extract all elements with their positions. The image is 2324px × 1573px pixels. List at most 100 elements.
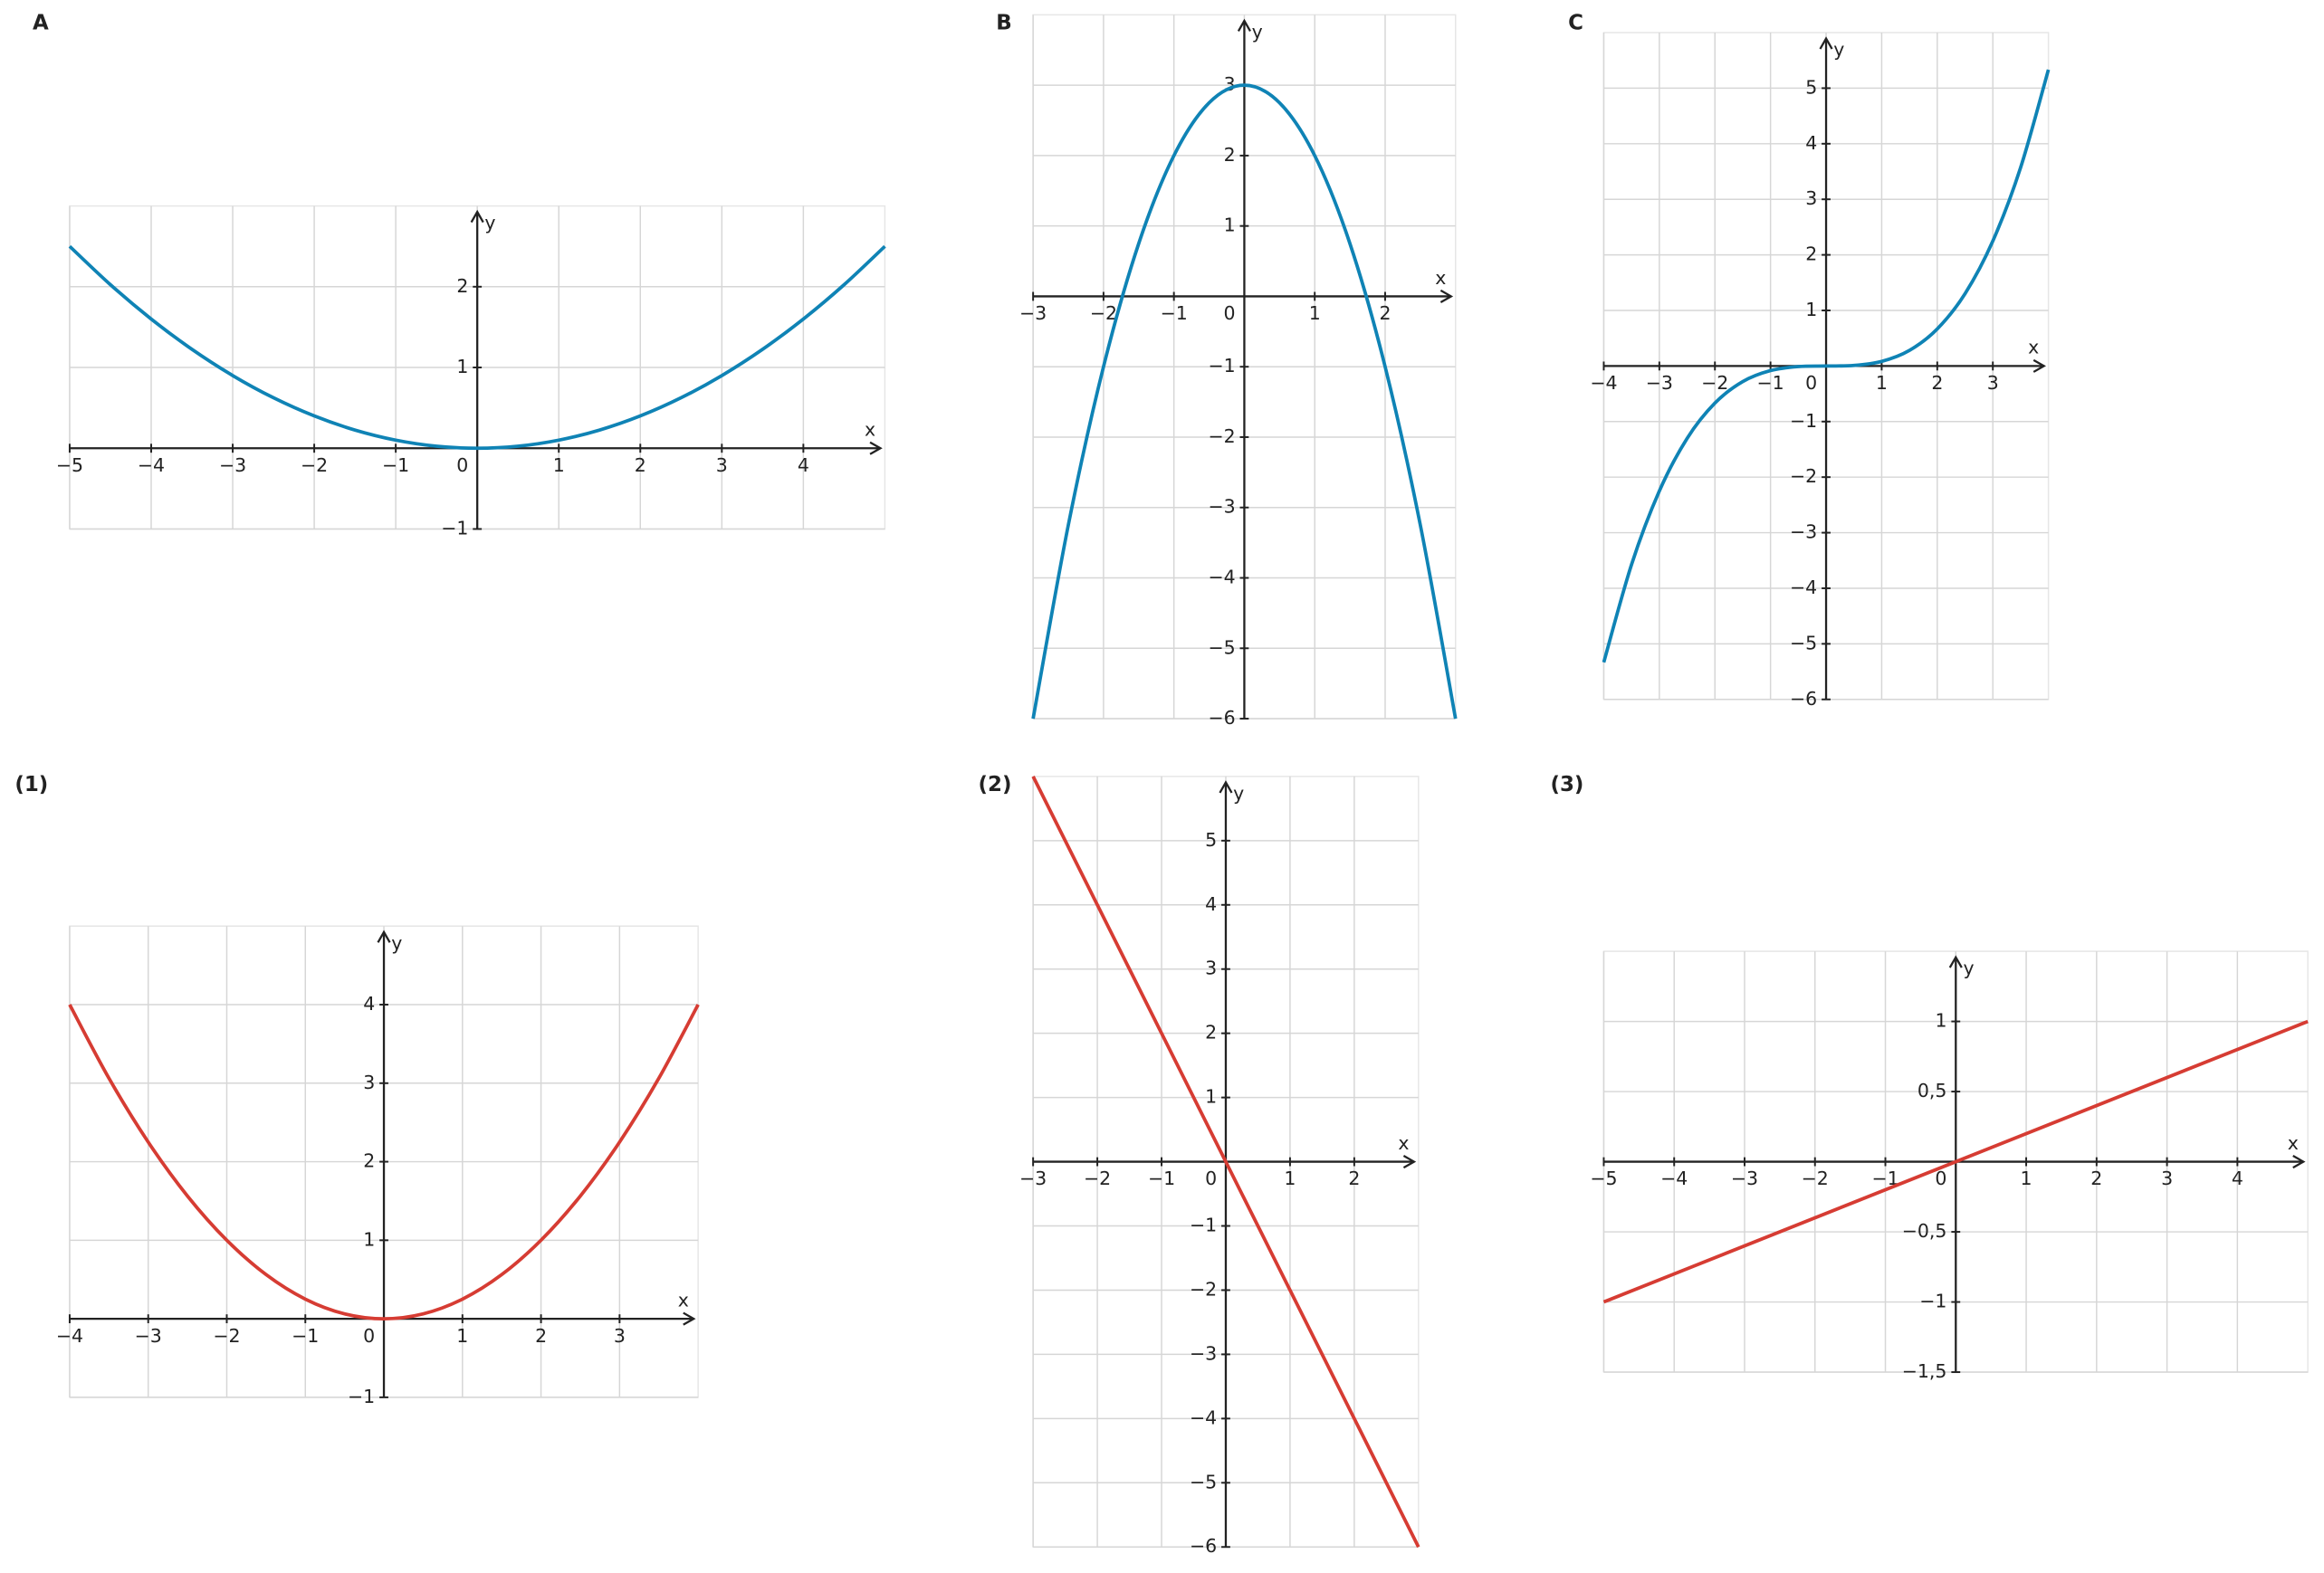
- x-arrow: [869, 441, 883, 455]
- x-tick-label: −4: [1590, 372, 1617, 394]
- x-tick-label: −1: [1148, 1168, 1175, 1189]
- panel-title: (2): [979, 773, 1012, 796]
- x-tick-label: −4: [56, 1325, 83, 1347]
- panel: (3)xy−5 −4 −3 −2 −1 0 1 2 3 4−1,5−1−0,50,51: [1551, 773, 2309, 1382]
- x-tick-label: −1: [382, 454, 409, 476]
- x-tick-label: 1: [2021, 1168, 2032, 1189]
- x-tick-label: −3: [1731, 1168, 1758, 1189]
- y-arrow: [1237, 18, 1251, 32]
- curve: [1031, 83, 1458, 720]
- panel: Cx y −4 −3 −2 −1 0 1 2 3 −6 −5 −4 −3 −2 −1 1 2 3 4 5: [1568, 12, 2051, 710]
- y-axis-label: y: [1833, 39, 1844, 61]
- y-tick-label: −2: [1190, 1278, 1217, 1300]
- y-tick-label: 4: [363, 993, 375, 1015]
- x-arrow: [2292, 1155, 2306, 1169]
- y-axis-label: y: [1252, 21, 1263, 43]
- y-tick-label: −4: [1190, 1406, 1217, 1428]
- origin-label: 0: [1224, 302, 1236, 324]
- curve: [1602, 1019, 2309, 1304]
- y-arrow: [470, 209, 484, 224]
- x-tick-label: 1: [1309, 302, 1321, 324]
- x-arrow: [1439, 289, 1454, 303]
- y-tick-label: −1: [441, 517, 468, 539]
- x-axis-label: x: [2288, 1132, 2299, 1154]
- y-tick-label: 5: [1805, 76, 1817, 98]
- x-tick-label: −3: [1019, 1168, 1047, 1189]
- y-axis-label: y: [484, 212, 495, 234]
- curve: [1031, 776, 1420, 1549]
- y-tick-label: −1: [348, 1386, 375, 1407]
- origin-label: 0: [363, 1325, 375, 1347]
- panel: (1) x y −4 −3 −2 −1 0 1 2 3 −1 1 2 3 4: [14, 773, 700, 1407]
- x-axis-label: x: [1435, 267, 1446, 289]
- x-tick-label: 2: [635, 454, 646, 476]
- y-tick-label: 1: [1805, 299, 1817, 320]
- x-tick-label: −5: [56, 454, 83, 476]
- y-tick-label: −3: [1790, 521, 1817, 543]
- x-tick-label: 1: [553, 454, 565, 476]
- y-tick-label: 1: [1224, 214, 1236, 236]
- curve: [1602, 69, 2051, 663]
- x-axis-label: x: [1398, 1132, 1409, 1154]
- x-tick-label: 2: [2090, 1168, 2102, 1189]
- panel-title: B: [996, 12, 1011, 35]
- y-tick-label: 3: [1805, 187, 1817, 209]
- y-tick-label: −6: [1190, 1535, 1217, 1557]
- y-tick-label: −2: [1208, 425, 1235, 447]
- x-tick-label: 4: [798, 454, 809, 476]
- panel: Ax y −5 −4 −3 −2 −1 0 1 2 3 4 −1 1 2: [33, 12, 886, 539]
- y-axis-label: y: [1963, 958, 1974, 979]
- y-tick-label: 1: [456, 356, 468, 377]
- x-tick-label: −2: [213, 1325, 240, 1347]
- x-tick-label: −1: [1757, 372, 1784, 394]
- x-tick-label: −2: [1090, 302, 1117, 324]
- y-axis-label: y: [1233, 783, 1244, 805]
- y-tick-label: 4: [1805, 132, 1817, 154]
- panel-title: (3): [1551, 773, 1584, 796]
- curve: [68, 1004, 700, 1320]
- x-tick-label: −4: [138, 454, 165, 476]
- x-tick-label: 3: [716, 454, 728, 476]
- panel-title: (1): [14, 773, 48, 796]
- x-tick-label: 1: [456, 1325, 468, 1347]
- curve: [68, 244, 886, 451]
- y-tick-label: 1: [1935, 1010, 1946, 1032]
- y-arrow: [1219, 780, 1233, 794]
- x-tick-label: −2: [1701, 372, 1728, 394]
- y-tick-label: −0,5: [1902, 1220, 1947, 1242]
- origin-label: 0: [1805, 372, 1817, 394]
- y-tick-label: 2: [456, 275, 468, 297]
- x-axis-label: x: [865, 419, 875, 441]
- x-tick-label: −3: [219, 454, 246, 476]
- x-arrow: [1402, 1155, 1417, 1169]
- panel-title: A: [33, 12, 49, 35]
- y-tick-label: 1: [363, 1228, 375, 1250]
- x-tick-label: −2: [301, 454, 328, 476]
- y-tick-label: −3: [1190, 1342, 1217, 1364]
- x-tick-label: −1: [292, 1325, 319, 1347]
- y-tick-label: −4: [1208, 567, 1235, 588]
- x-tick-label: −5: [1590, 1168, 1617, 1189]
- y-tick-label: −5: [1790, 632, 1817, 653]
- y-tick-label: −5: [1208, 636, 1235, 658]
- x-tick-label: −3: [135, 1325, 162, 1347]
- y-tick-label: −6: [1790, 688, 1817, 710]
- x-arrow: [2032, 358, 2047, 373]
- y-arrow: [377, 930, 391, 943]
- y-tick-label: 3: [363, 1072, 375, 1093]
- y-tick-label: −5: [1190, 1471, 1217, 1492]
- y-tick-label: 5: [1205, 829, 1217, 851]
- origin-label: 0: [1935, 1168, 1946, 1189]
- panel: (2) x y −3 −2 −1 0 1 2 −6 −5 −4 −3 −2 −1 1 2 3 4 5: [979, 773, 1420, 1557]
- x-tick-label: −3: [1019, 302, 1047, 324]
- x-axis-label: x: [2028, 337, 2039, 358]
- y-tick-label: −2: [1790, 465, 1817, 487]
- x-tick-label: 3: [614, 1325, 626, 1347]
- x-arrow: [683, 1311, 696, 1326]
- x-axis-label: x: [678, 1289, 689, 1311]
- x-tick-label: 1: [1284, 1168, 1296, 1189]
- y-tick-label: −4: [1790, 577, 1817, 598]
- y-tick-label: 3: [1205, 958, 1217, 979]
